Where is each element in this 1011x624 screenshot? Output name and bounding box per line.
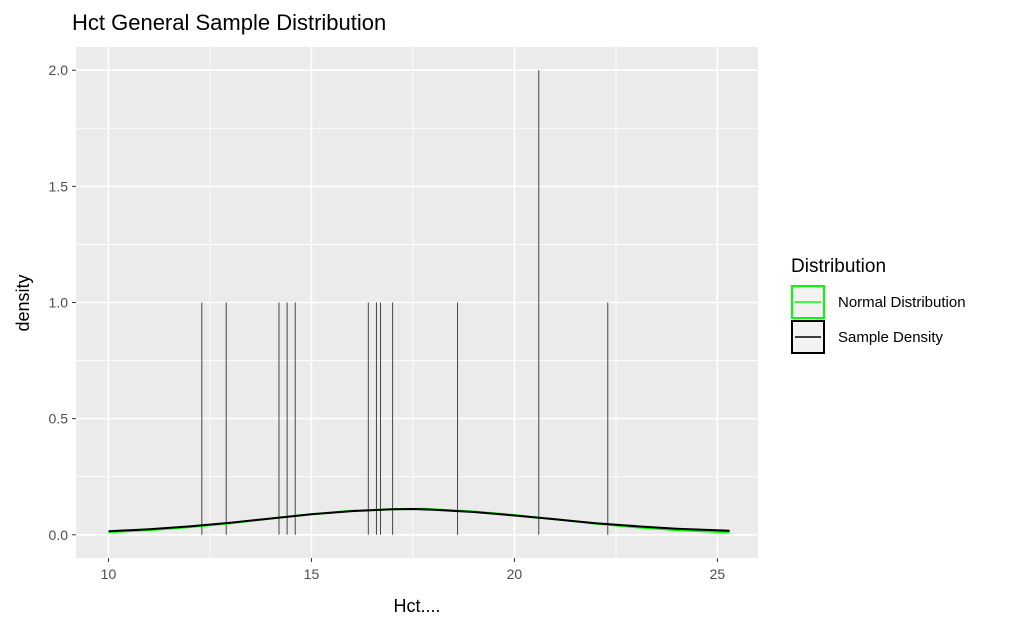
legend-entry-label: Normal Distribution [838, 294, 966, 311]
y-tick-label: 2.0 [49, 62, 69, 78]
sample-spikes [201, 70, 609, 535]
y-axis-label: density [13, 274, 33, 331]
y-tick-label: 1.0 [49, 295, 69, 311]
x-tick-label: 25 [710, 566, 726, 582]
legend-entry-label: Sample Density [838, 329, 944, 346]
y-tick-label: 0.0 [49, 527, 69, 543]
x-axis-label: Hct.... [393, 596, 440, 616]
y-tick-label: 0.5 [49, 411, 69, 427]
x-axis: 10 15 20 25 [101, 558, 726, 582]
series-lines [108, 507, 730, 534]
chart-title: Hct General Sample Distribution [72, 10, 386, 35]
x-tick-label: 15 [304, 566, 320, 582]
series-line [108, 508, 730, 533]
x-tick-label: 20 [507, 566, 523, 582]
legend-keys: Normal Distribution Sample Density [791, 285, 966, 354]
grid-major [76, 47, 758, 558]
x-tick-label: 10 [101, 566, 117, 582]
legend: Distribution Normal Distribution Sample D… [791, 256, 966, 354]
y-tick-label: 1.5 [49, 178, 69, 194]
legend-title: Distribution [791, 256, 886, 277]
y-axis: 0.0 0.5 1.0 1.5 2.0 [49, 62, 76, 543]
